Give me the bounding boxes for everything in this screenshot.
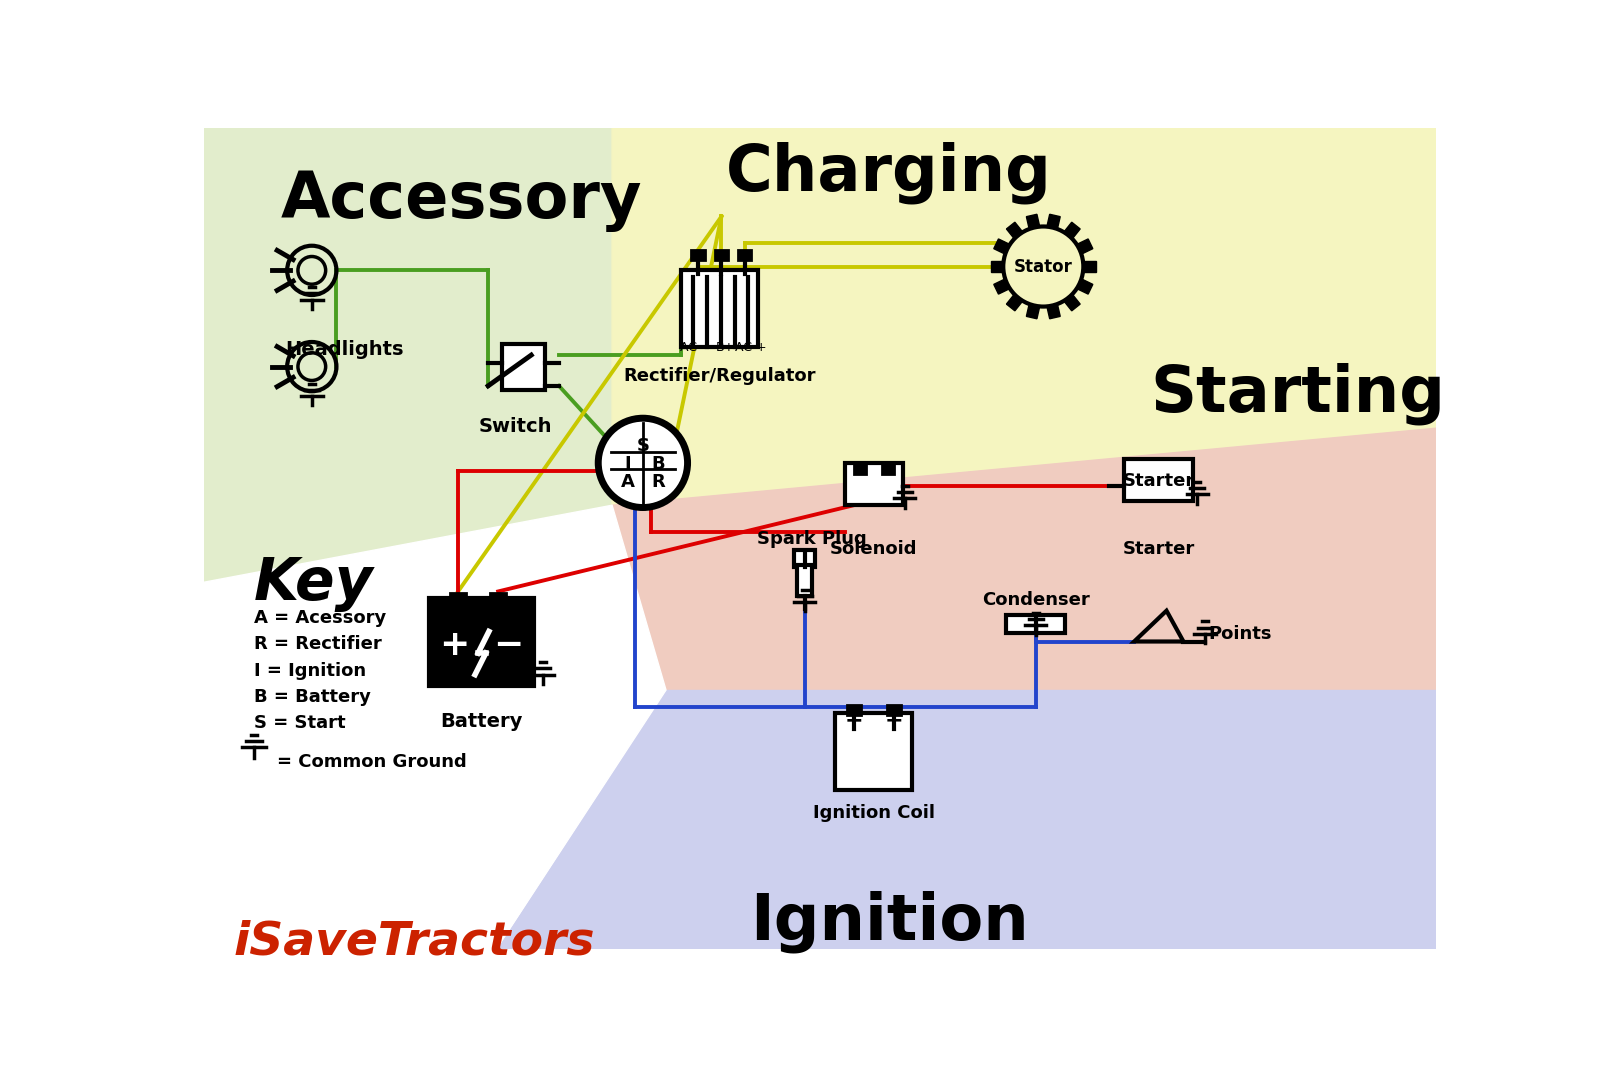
Text: R: R [651, 473, 666, 491]
FancyBboxPatch shape [886, 706, 901, 714]
Text: A: A [621, 473, 635, 491]
Polygon shape [1026, 305, 1040, 319]
Polygon shape [1077, 279, 1093, 294]
Text: B: B [651, 455, 666, 473]
Polygon shape [205, 505, 666, 949]
Text: I = Ignition: I = Ignition [254, 662, 366, 679]
Text: Headlights: Headlights [285, 340, 403, 358]
FancyBboxPatch shape [794, 550, 816, 567]
Text: Switch: Switch [478, 417, 552, 436]
Text: Points: Points [1210, 625, 1272, 643]
Text: +: + [438, 628, 469, 662]
Circle shape [598, 418, 688, 507]
Text: −: − [493, 628, 523, 662]
Polygon shape [1064, 222, 1080, 239]
FancyBboxPatch shape [429, 598, 533, 687]
Text: S: S [637, 437, 650, 455]
Polygon shape [1083, 261, 1096, 272]
FancyBboxPatch shape [738, 251, 752, 260]
FancyBboxPatch shape [1125, 459, 1194, 501]
Polygon shape [205, 128, 613, 582]
Polygon shape [1046, 214, 1061, 229]
Text: Spark Plug: Spark Plug [757, 530, 867, 548]
Text: Starting: Starting [1150, 362, 1445, 425]
FancyBboxPatch shape [715, 251, 728, 260]
Polygon shape [1026, 214, 1040, 229]
Polygon shape [496, 690, 1437, 949]
Text: = Common Ground: = Common Ground [277, 754, 467, 771]
Polygon shape [994, 239, 1010, 254]
FancyBboxPatch shape [491, 593, 506, 603]
FancyBboxPatch shape [1006, 615, 1066, 633]
Text: Ignition: Ignition [750, 890, 1029, 953]
Polygon shape [994, 279, 1010, 294]
FancyBboxPatch shape [846, 706, 861, 714]
Text: iSaveTractors: iSaveTractors [234, 920, 595, 965]
FancyBboxPatch shape [682, 271, 758, 348]
Text: Starter: Starter [1123, 539, 1195, 558]
Text: Solenoid: Solenoid [830, 539, 918, 558]
FancyBboxPatch shape [797, 565, 813, 596]
Polygon shape [990, 261, 1003, 272]
Polygon shape [1006, 222, 1022, 239]
FancyBboxPatch shape [854, 465, 866, 474]
Polygon shape [613, 429, 1437, 690]
Text: I: I [624, 455, 630, 473]
Text: Rectifier/Regulator: Rectifier/Regulator [624, 367, 816, 385]
FancyBboxPatch shape [882, 465, 894, 474]
Text: −: − [885, 711, 904, 731]
Text: +: + [845, 711, 862, 731]
Polygon shape [1077, 239, 1093, 254]
Polygon shape [1064, 294, 1080, 311]
FancyBboxPatch shape [502, 343, 546, 390]
Polygon shape [613, 128, 1437, 505]
Text: Condenser: Condenser [982, 592, 1090, 610]
Text: Charging: Charging [726, 142, 1053, 205]
Text: AC +: AC + [736, 340, 766, 354]
Text: Key: Key [254, 555, 374, 612]
FancyBboxPatch shape [691, 251, 706, 260]
Text: AC -: AC - [680, 340, 706, 354]
FancyBboxPatch shape [835, 713, 912, 790]
Polygon shape [1006, 294, 1022, 311]
Text: B+: B+ [717, 340, 736, 354]
FancyBboxPatch shape [451, 593, 466, 603]
Text: R = Rectifier: R = Rectifier [254, 635, 382, 653]
Text: Starter: Starter [1123, 471, 1195, 489]
Text: A = Acessory: A = Acessory [254, 609, 386, 627]
Text: Stator: Stator [1014, 258, 1072, 275]
FancyBboxPatch shape [845, 463, 902, 505]
Polygon shape [1046, 305, 1061, 319]
Text: Ignition Coil: Ignition Coil [813, 804, 934, 822]
Text: B = Battery: B = Battery [254, 688, 371, 706]
Text: Accessory: Accessory [282, 171, 643, 232]
Text: Battery: Battery [440, 712, 522, 730]
Text: S = Start: S = Start [254, 714, 346, 732]
